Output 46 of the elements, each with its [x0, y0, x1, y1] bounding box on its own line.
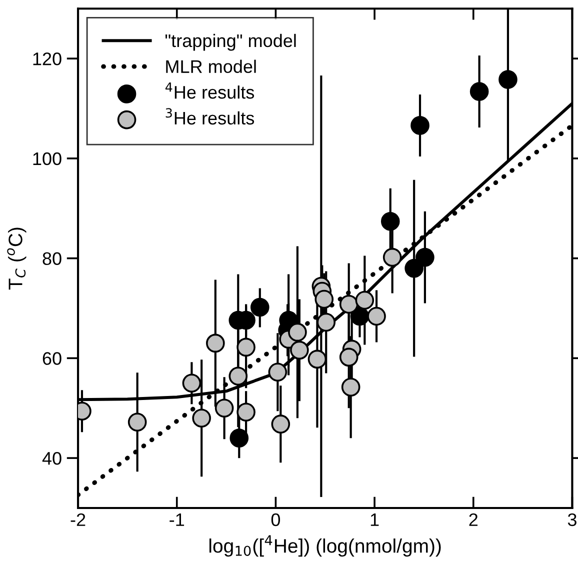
point	[288, 322, 307, 342]
point	[416, 248, 434, 267]
point	[339, 294, 358, 314]
point	[268, 362, 288, 382]
x-tick-label: -1	[170, 514, 184, 526]
point	[367, 306, 386, 326]
x-tick-label: 2	[469, 513, 478, 526]
y-axis-title: T$_{C}$ ($^{o}$C)	[7, 228, 26, 290]
point	[470, 82, 489, 101]
point	[250, 298, 270, 317]
y-tick-label: 100	[33, 152, 62, 166]
point	[290, 340, 309, 360]
point	[341, 378, 360, 397]
y-tick-label: 120	[33, 52, 62, 66]
point	[404, 258, 424, 278]
y-tick-label: 60	[42, 352, 62, 365]
point	[339, 348, 358, 367]
point	[228, 366, 248, 386]
point	[128, 412, 147, 432]
point	[271, 414, 290, 434]
point	[316, 312, 336, 332]
point	[410, 116, 430, 135]
legend-label: $^{3}$He results	[166, 108, 254, 125]
point	[498, 70, 518, 89]
legend-label: MLR model	[166, 60, 256, 74]
point	[380, 212, 400, 231]
x-tick-label: 3	[568, 513, 576, 526]
y-tick-label: 40	[42, 452, 62, 465]
point	[382, 248, 402, 267]
point	[355, 290, 374, 310]
x-axis-title: log$_{10}$([$^{4}$He]) (log(nmol/gm))	[209, 535, 441, 557]
point	[206, 334, 225, 353]
point	[230, 428, 249, 448]
point	[236, 402, 256, 422]
point	[236, 338, 256, 357]
x-tick-label: -2	[70, 513, 86, 526]
point	[308, 350, 327, 369]
y-tick-label: 80	[42, 252, 62, 266]
point	[192, 408, 211, 428]
legend-label: "trapping" model	[165, 34, 296, 51]
legend-label: $^{4}$He results	[165, 82, 254, 99]
point	[314, 290, 334, 309]
x-tick-label: 0	[271, 513, 280, 526]
x-tick-label: 1	[370, 514, 379, 526]
point	[214, 398, 234, 418]
point	[182, 374, 202, 393]
